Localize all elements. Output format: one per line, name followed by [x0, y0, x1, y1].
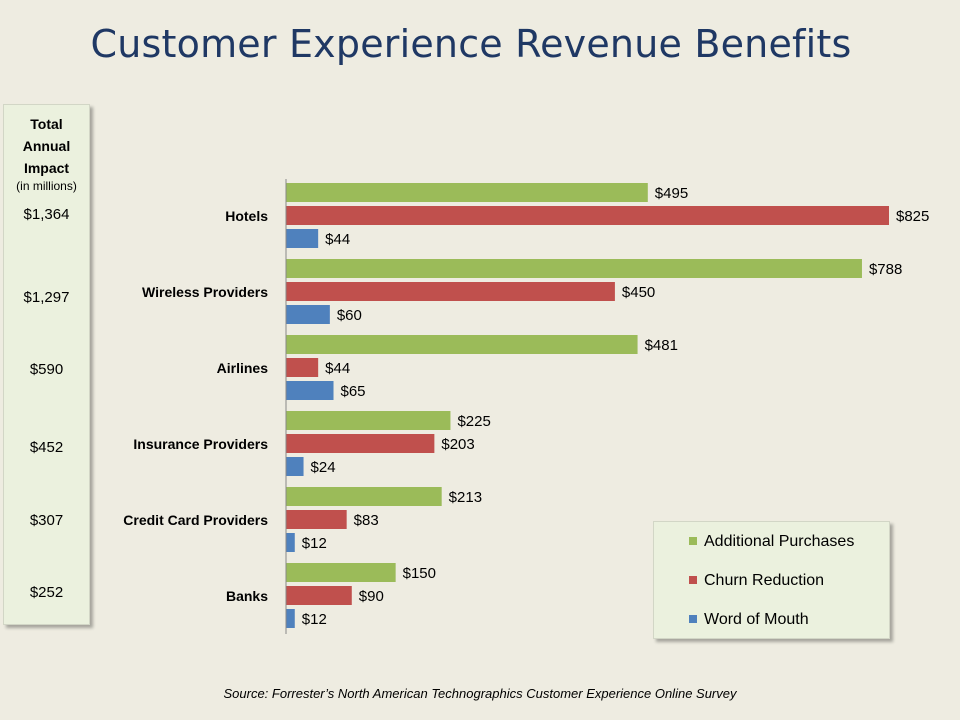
- bar-insurance-providers-additional-purchases: [286, 411, 451, 430]
- bar-credit-card-providers-additional-purchases: [286, 487, 442, 506]
- data-label-credit-card-providers-churn-reduction: $83: [354, 512, 379, 529]
- totals-header-line-2: Annual: [22, 138, 71, 154]
- legend-label-additional-purchases: Additional Purchases: [704, 533, 855, 550]
- bar-hotels-additional-purchases: [286, 183, 648, 202]
- total-value-wireless-providers: $1,297: [23, 289, 70, 306]
- bar-wireless-providers-word-of-mouth: [286, 305, 330, 324]
- total-value-hotels: $1,364: [23, 206, 70, 223]
- total-value-credit-card-providers: $307: [29, 512, 64, 529]
- bar-banks-additional-purchases: [286, 563, 396, 582]
- legend-label-word-of-mouth: Word of Mouth: [704, 611, 809, 628]
- bar-credit-card-providers-word-of-mouth: [286, 533, 295, 552]
- data-label-wireless-providers-word-of-mouth: $60: [337, 307, 362, 324]
- bar-hotels-churn-reduction: [286, 206, 889, 225]
- legend-swatch-churn-reduction: [689, 576, 697, 584]
- data-label-hotels-churn-reduction: $825: [896, 208, 929, 225]
- source-note: Source: Forrester’s North American Techn…: [223, 686, 737, 701]
- data-label-hotels-word-of-mouth: $44: [325, 231, 350, 248]
- bar-airlines-additional-purchases: [286, 335, 638, 354]
- data-label-insurance-providers-word-of-mouth: $24: [311, 459, 336, 476]
- bar-banks-word-of-mouth: [286, 609, 295, 628]
- category-label-wireless-providers: Wireless Providers: [142, 284, 268, 300]
- data-label-airlines-additional-purchases: $481: [645, 337, 678, 354]
- total-value-insurance-providers: $452: [29, 439, 64, 456]
- bar-wireless-providers-additional-purchases: [286, 259, 862, 278]
- category-label-insurance-providers: Insurance Providers: [133, 436, 268, 452]
- chart-title: Customer Experience Revenue Benefits: [90, 22, 852, 66]
- category-label-credit-card-providers: Credit Card Providers: [123, 512, 268, 528]
- bar-credit-card-providers-churn-reduction: [286, 510, 347, 529]
- data-label-wireless-providers-additional-purchases: $788: [869, 261, 902, 278]
- data-label-insurance-providers-churn-reduction: $203: [441, 436, 474, 453]
- data-label-insurance-providers-additional-purchases: $225: [457, 413, 490, 430]
- category-label-hotels: Hotels: [225, 208, 268, 224]
- bar-insurance-providers-word-of-mouth: [286, 457, 304, 476]
- legend-swatch-additional-purchases: [689, 537, 697, 545]
- bar-airlines-churn-reduction: [286, 358, 319, 377]
- data-label-wireless-providers-churn-reduction: $450: [622, 284, 655, 301]
- category-label-banks: Banks: [226, 588, 268, 604]
- category-label-airlines: Airlines: [217, 360, 269, 376]
- bar-airlines-word-of-mouth: [286, 381, 334, 400]
- data-label-credit-card-providers-word-of-mouth: $12: [302, 535, 327, 552]
- bar-hotels-word-of-mouth: [286, 229, 319, 248]
- data-label-credit-card-providers-additional-purchases: $213: [449, 489, 482, 506]
- totals-header-line-3: Impact: [23, 160, 70, 176]
- totals-unit: (in millions): [16, 179, 77, 193]
- data-label-hotels-additional-purchases: $495: [655, 185, 688, 202]
- total-annual-impact-panel: Total Annual Impact (in millions) $1,364…: [3, 104, 90, 625]
- data-label-banks-word-of-mouth: $12: [302, 611, 327, 628]
- legend-swatch-word-of-mouth: [689, 615, 697, 623]
- data-label-banks-additional-purchases: $150: [403, 565, 436, 582]
- legend-label-churn-reduction: Churn Reduction: [704, 572, 825, 589]
- chart-legend: Additional Purchases Churn Reduction Wor…: [653, 521, 890, 639]
- data-label-airlines-word-of-mouth: $65: [341, 383, 366, 400]
- total-value-airlines: $590: [29, 361, 64, 378]
- bar-banks-churn-reduction: [286, 586, 352, 605]
- data-label-airlines-churn-reduction: $44: [325, 360, 350, 377]
- bar-wireless-providers-churn-reduction: [286, 282, 615, 301]
- totals-header-line-1: Total: [30, 116, 63, 132]
- bar-insurance-providers-churn-reduction: [286, 434, 435, 453]
- data-label-banks-churn-reduction: $90: [359, 588, 384, 605]
- total-annual-impact-header: Total Annual Impact (in millions): [4, 113, 89, 193]
- total-value-banks: $252: [29, 584, 64, 601]
